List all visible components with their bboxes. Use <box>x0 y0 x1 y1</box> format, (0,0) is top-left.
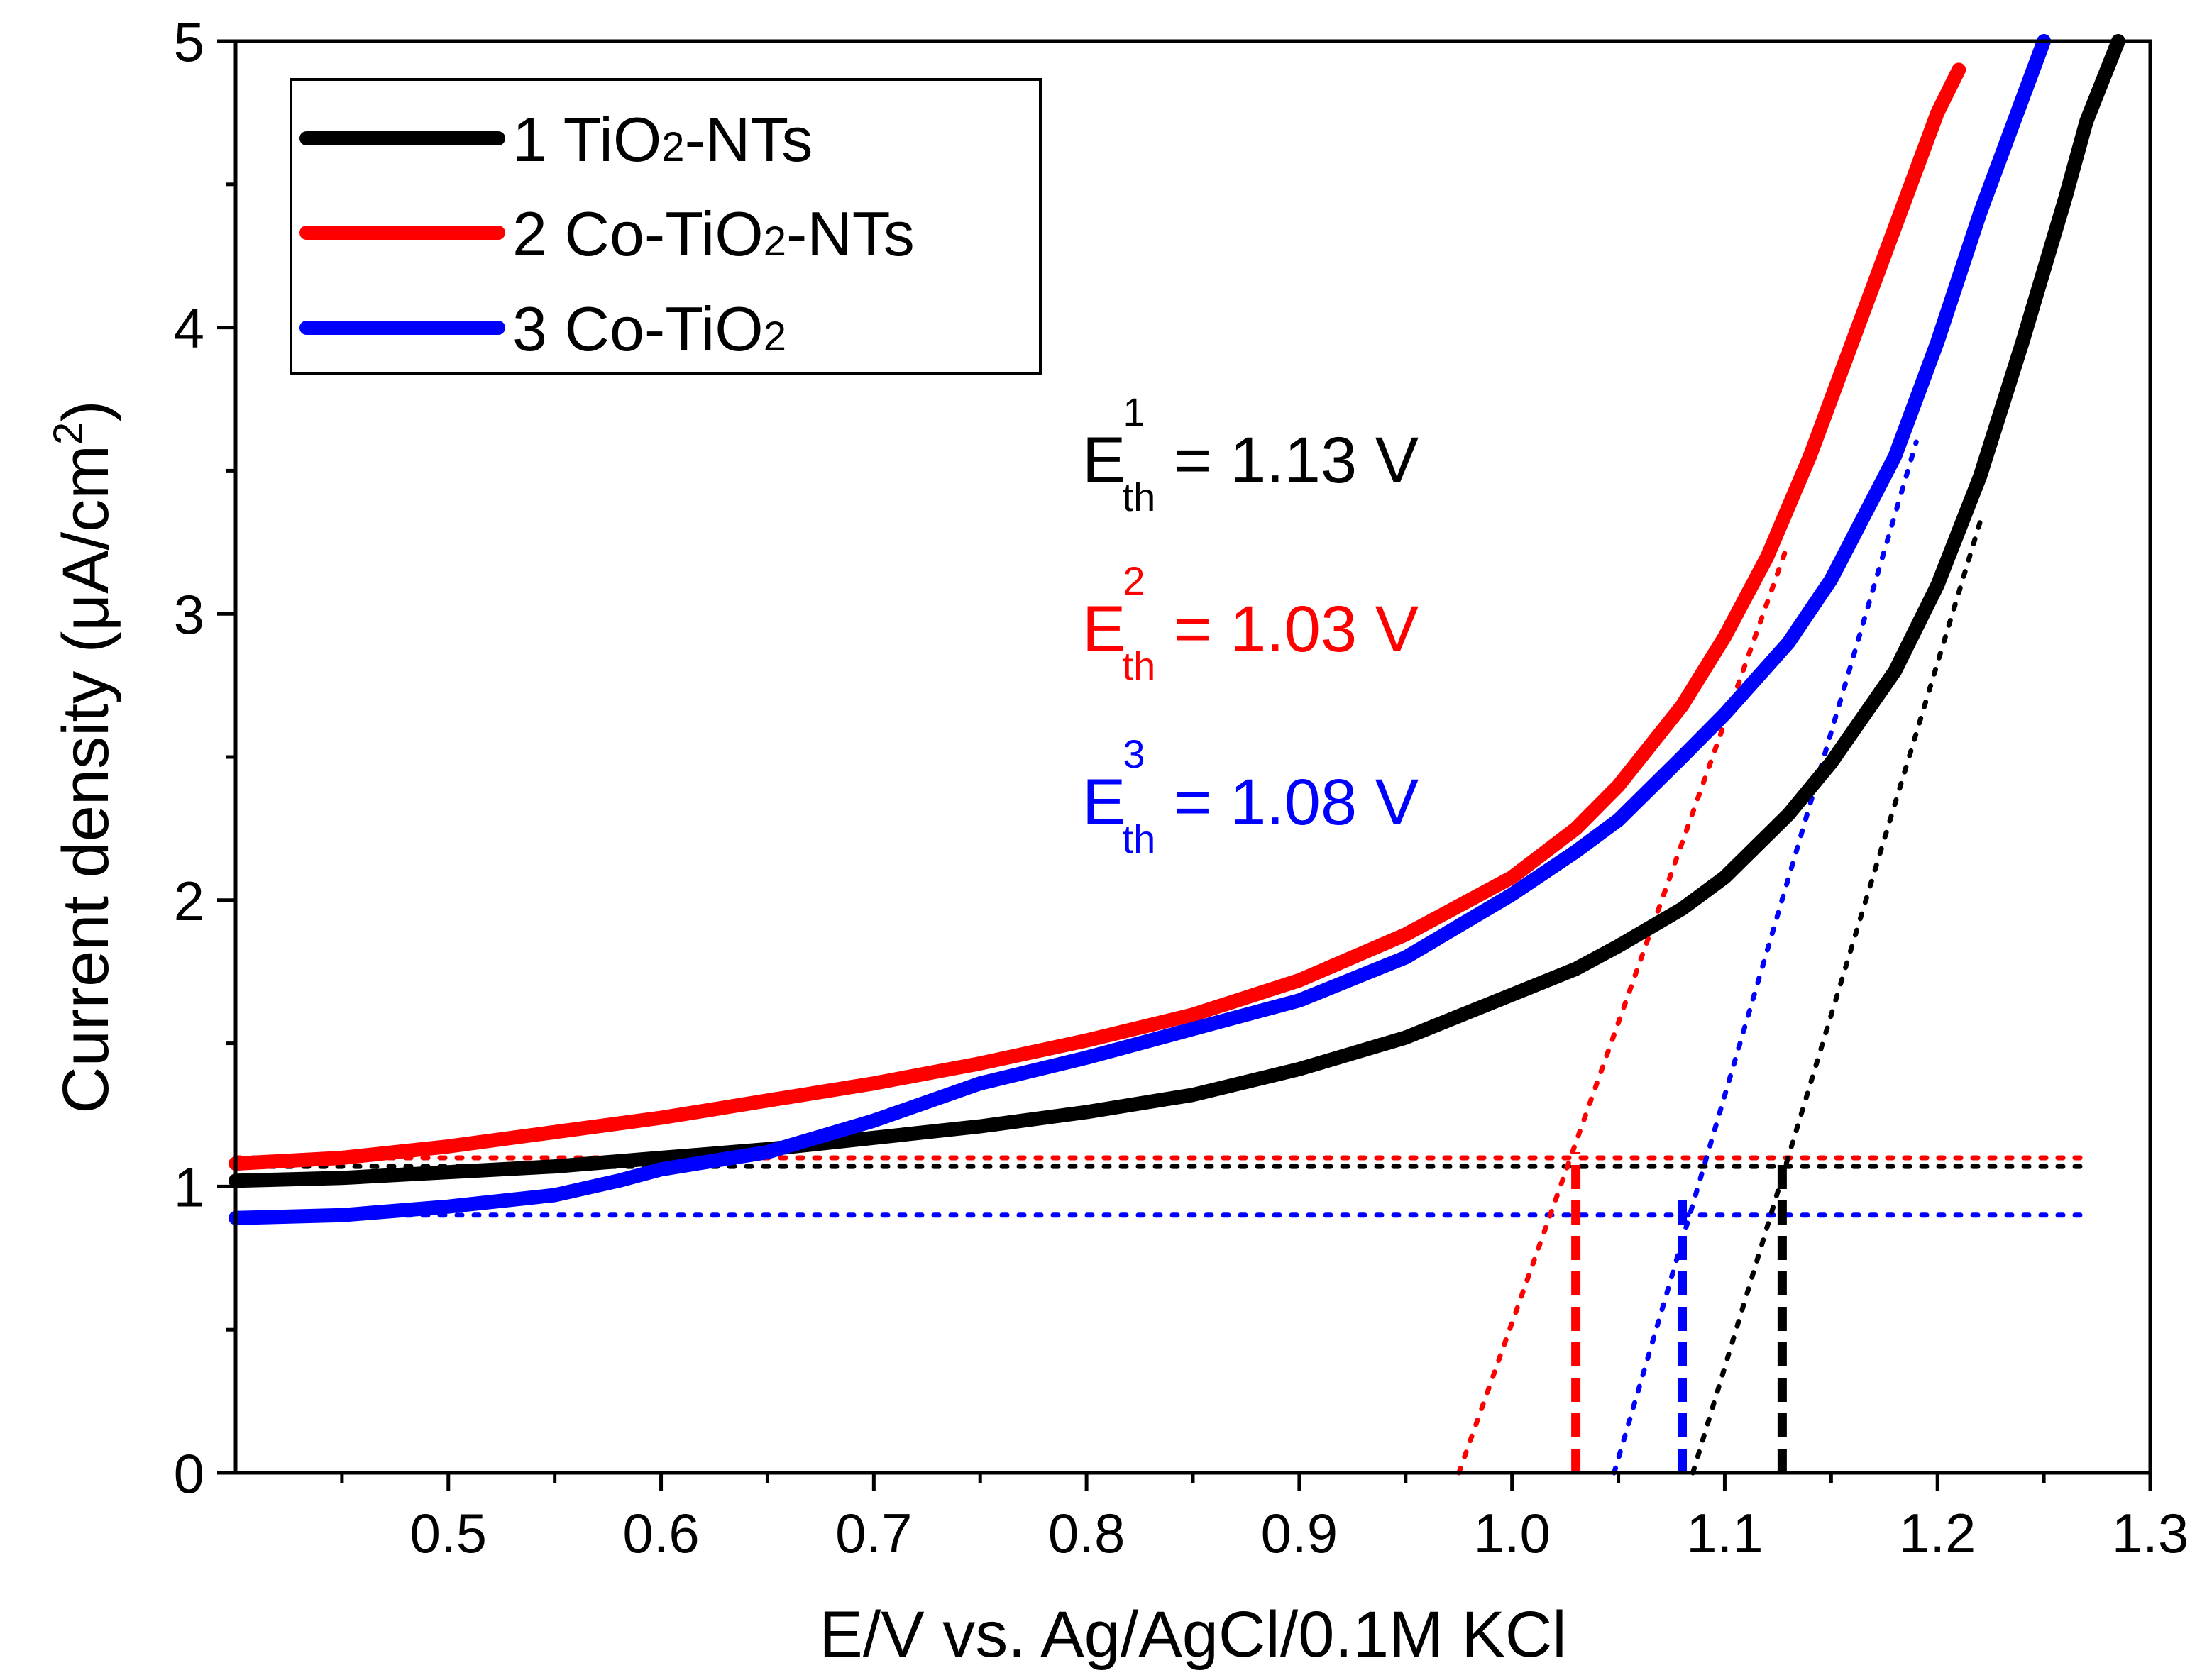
y-tick-label: 4 <box>174 297 204 360</box>
y-tick-label: 1 <box>174 1156 204 1218</box>
x-tick-label: 0.9 <box>1261 1502 1338 1564</box>
threshold-annotation-1: E1 th = 1.13 V <box>1082 389 1419 519</box>
legend: 1 TiO2-NTs 2 Co-TiO2-NTs 3 Co-TiO2 <box>290 78 1042 375</box>
legend-label-3: 3 Co-TiO2 <box>512 294 786 364</box>
threshold-annotation-2: E2 th = 1.03 V <box>1082 558 1419 688</box>
series-line-2 <box>229 62 1966 1171</box>
legend-label-1: 1 TiO2-NTs <box>512 104 813 175</box>
y-tick-label: 0 <box>174 1442 204 1505</box>
y-tick-label: 3 <box>174 583 204 646</box>
x-axis-label: E/V vs. Ag/AgCl/0.1M KCl <box>819 1598 1566 1671</box>
guide-lines <box>233 439 2089 1476</box>
x-tick-label: 1.2 <box>1899 1502 1976 1564</box>
x-tick-label: 0.8 <box>1048 1502 1125 1564</box>
x-tick-label: 1.0 <box>1473 1502 1550 1564</box>
series-lines <box>229 34 2125 1225</box>
legend-label-2: 2 Co-TiO2-NTs <box>512 199 915 269</box>
x-tick-label: 1.1 <box>1686 1502 1763 1564</box>
x-tick-label: 0.7 <box>835 1502 912 1564</box>
tangent-dotted-line <box>1612 439 1919 1476</box>
x-tick-label: 0.5 <box>410 1502 487 1564</box>
y-axis-label: Current density (μA/cm2) <box>45 400 122 1114</box>
series-line-1 <box>229 34 2125 1188</box>
series-line-3 <box>229 34 2052 1225</box>
axes: 0.5 0.6 0.7 0.8 0.9 1.0 1.1 1.2 1.3 0 1 2 3 4 5 E/V vs.… <box>45 11 2189 1671</box>
x-tick-label: 1.3 <box>2112 1502 2189 1564</box>
y-tick-label: 2 <box>174 870 204 932</box>
x-tick-label: 0.6 <box>622 1502 699 1564</box>
threshold-annotation-3: E3 th = 1.08 V <box>1082 731 1419 861</box>
tangent-dotted-line <box>1456 539 1791 1476</box>
y-tick-label: 5 <box>174 11 204 73</box>
threshold-annotations: E1 th = 1.13 V E2 th = 1.03 V E3 th = 1.08 V <box>1082 389 1419 861</box>
tangent-dotted-line <box>1690 519 1983 1476</box>
